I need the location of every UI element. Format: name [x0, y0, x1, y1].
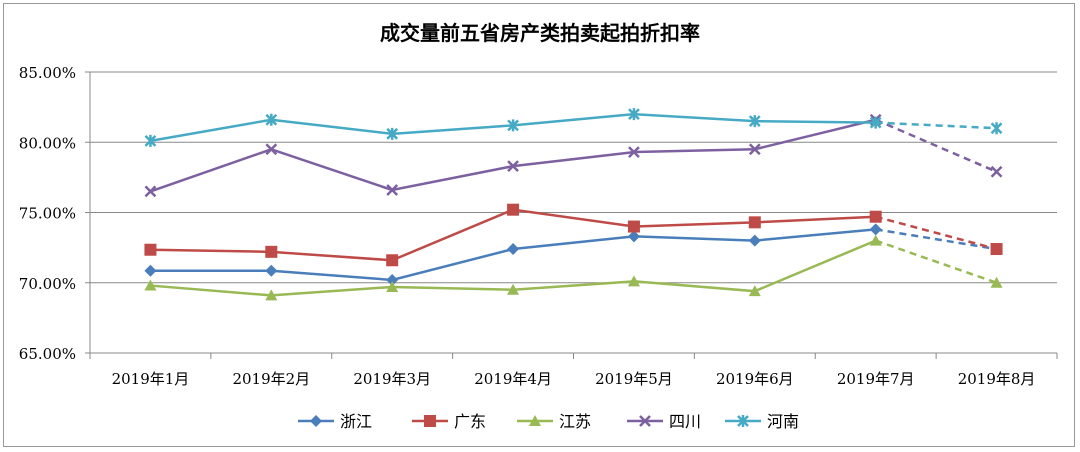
data-point-triangle: [869, 234, 882, 246]
legend-item: 四川: [627, 412, 701, 431]
x-tick-label: 2019年6月: [716, 370, 794, 388]
legend-label: 浙江: [340, 412, 372, 431]
legend-label: 河南: [767, 412, 799, 431]
data-point-star: [265, 113, 278, 126]
x-tick-label: 2019年2月: [232, 370, 310, 388]
x-tick-label: 2019年7月: [837, 370, 915, 388]
data-point-square: [386, 254, 399, 267]
x-tick-label: 2019年3月: [353, 370, 431, 388]
data-point-square: [424, 415, 436, 427]
data-point-triangle: [507, 283, 520, 295]
series-河南: [144, 108, 1003, 147]
series-浙江: [144, 223, 1003, 286]
data-point-diamond: [627, 230, 640, 243]
series-四川: [144, 113, 1003, 198]
data-point-triangle: [144, 279, 157, 291]
y-tick-label: 70.00%: [19, 275, 76, 293]
x-tick-label: 2019年5月: [595, 370, 673, 388]
data-point-x: [265, 143, 278, 156]
data-point-square: [144, 243, 157, 256]
data-point-x: [748, 143, 761, 156]
data-point-star: [386, 127, 399, 140]
data-point-triangle: [627, 275, 640, 287]
series-line-forecast: [875, 239, 997, 284]
data-point-triangle: [386, 280, 399, 292]
data-point-square: [869, 210, 882, 223]
data-point-x: [144, 185, 157, 198]
data-point-x: [990, 165, 1003, 178]
data-point-star: [144, 134, 157, 147]
data-point-star: [737, 415, 749, 427]
y-tick-label: 75.00%: [19, 205, 76, 223]
x-tick-label: 2019年1月: [112, 370, 190, 388]
data-point-square: [507, 203, 520, 216]
y-tick-label: 80.00%: [19, 134, 76, 152]
data-point-diamond: [507, 243, 520, 256]
data-point-square: [627, 220, 640, 233]
data-point-square: [990, 243, 1003, 256]
data-point-diamond: [869, 223, 882, 236]
legend-item: 江苏: [517, 412, 591, 431]
legend-item: 浙江: [298, 412, 372, 431]
legend-label: 四川: [669, 412, 701, 431]
legend-item: 广东: [412, 412, 486, 431]
x-tick-label: 2019年4月: [474, 370, 552, 388]
data-point-triangle: [529, 415, 541, 426]
data-point-diamond: [386, 273, 399, 286]
chart-frame: [3, 3, 1075, 447]
data-point-diamond: [748, 234, 761, 247]
chart-title: 成交量前五省房产类拍卖起拍折扣率: [380, 21, 700, 45]
data-point-star: [990, 122, 1003, 135]
data-point-x: [628, 146, 640, 158]
x-tick-label: 2019年8月: [958, 370, 1036, 388]
y-tick-label: 85.00%: [19, 64, 76, 82]
data-point-triangle: [990, 276, 1003, 288]
y-tick-label: 65.00%: [19, 345, 76, 363]
data-point-square: [748, 216, 761, 229]
data-point-star: [748, 115, 761, 128]
data-point-x: [507, 160, 519, 173]
series-line-forecast: [875, 118, 998, 173]
data-point-x: [386, 184, 399, 196]
series-line-forecast: [875, 121, 997, 130]
data-point-star: [507, 119, 519, 132]
data-point-star: [628, 108, 640, 121]
series-line-forecast: [875, 228, 997, 251]
data-point-diamond: [310, 415, 322, 427]
series-广东: [144, 203, 1003, 267]
data-point-triangle: [265, 289, 278, 301]
legend-item: 河南: [725, 412, 799, 431]
series-江苏: [144, 234, 1003, 301]
data-point-triangle: [748, 285, 761, 297]
data-point-x: [639, 415, 651, 427]
data-point-square: [265, 245, 278, 258]
legend-label: 广东: [454, 412, 486, 431]
series-line-forecast: [875, 215, 997, 251]
data-point-diamond: [265, 264, 278, 277]
data-point-star: [869, 116, 882, 129]
legend-label: 江苏: [559, 412, 591, 431]
data-point-diamond: [144, 264, 157, 277]
